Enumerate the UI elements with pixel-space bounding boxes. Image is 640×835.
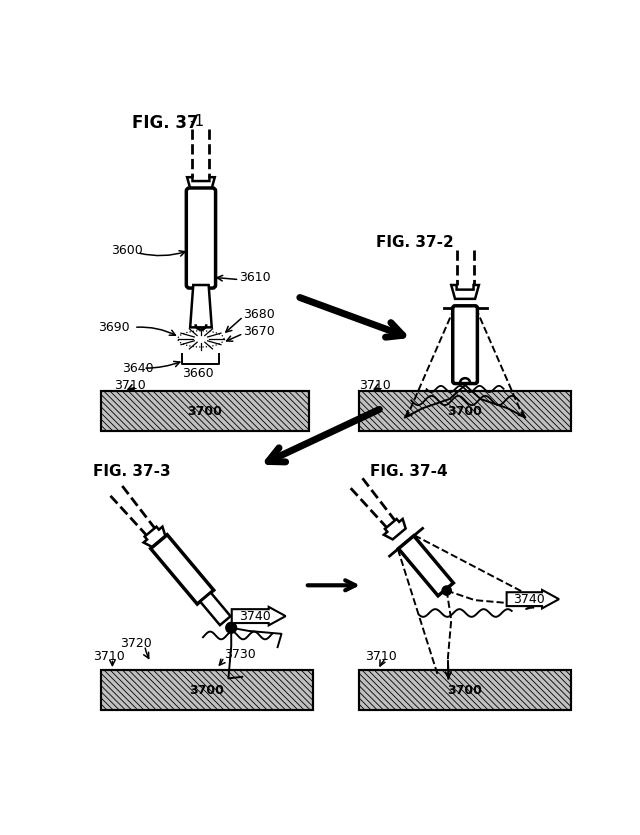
Bar: [101, 670, 312, 710]
Circle shape: [442, 586, 451, 595]
FancyArrow shape: [507, 590, 559, 609]
Polygon shape: [451, 285, 479, 299]
Bar: [101, 392, 308, 432]
Polygon shape: [399, 536, 453, 596]
Text: 3660: 3660: [182, 367, 213, 380]
Polygon shape: [190, 285, 212, 327]
Text: FIG. 37: FIG. 37: [132, 114, 198, 132]
Text: 3610: 3610: [239, 271, 271, 284]
Text: 3640: 3640: [122, 362, 153, 375]
Text: 3680: 3680: [243, 308, 275, 321]
Polygon shape: [384, 519, 406, 539]
Polygon shape: [200, 593, 230, 625]
Text: 3600: 3600: [111, 244, 143, 257]
Bar: [359, 670, 570, 710]
FancyBboxPatch shape: [452, 306, 477, 383]
Bar: [359, 392, 570, 432]
Text: 3710: 3710: [359, 378, 390, 392]
Text: 3730: 3730: [224, 648, 256, 661]
Text: 3740: 3740: [513, 593, 545, 605]
Bar: [101, 670, 312, 710]
Text: 3710: 3710: [365, 650, 397, 663]
Polygon shape: [187, 177, 215, 191]
Text: 3690: 3690: [99, 321, 130, 334]
Text: 3740: 3740: [239, 610, 271, 623]
Text: 3700: 3700: [189, 684, 224, 696]
Text: 3700: 3700: [447, 684, 483, 696]
Polygon shape: [143, 527, 165, 547]
FancyBboxPatch shape: [186, 188, 216, 288]
Text: FIG. 37-2: FIG. 37-2: [376, 235, 454, 250]
Polygon shape: [150, 534, 214, 604]
Text: 3720: 3720: [120, 636, 152, 650]
FancyArrow shape: [232, 607, 285, 625]
Bar: [359, 392, 570, 432]
Text: 3700: 3700: [188, 405, 222, 418]
Text: 3710: 3710: [93, 650, 125, 663]
Text: 3670: 3670: [243, 325, 275, 337]
Circle shape: [226, 622, 237, 633]
Text: FIG. 37-4: FIG. 37-4: [371, 463, 448, 478]
Text: FIG. 37-3: FIG. 37-3: [93, 463, 171, 478]
Text: 3700: 3700: [447, 405, 483, 418]
Text: -1: -1: [189, 114, 205, 129]
Bar: [359, 670, 570, 710]
Bar: [101, 392, 308, 432]
Text: 3710: 3710: [114, 378, 146, 392]
